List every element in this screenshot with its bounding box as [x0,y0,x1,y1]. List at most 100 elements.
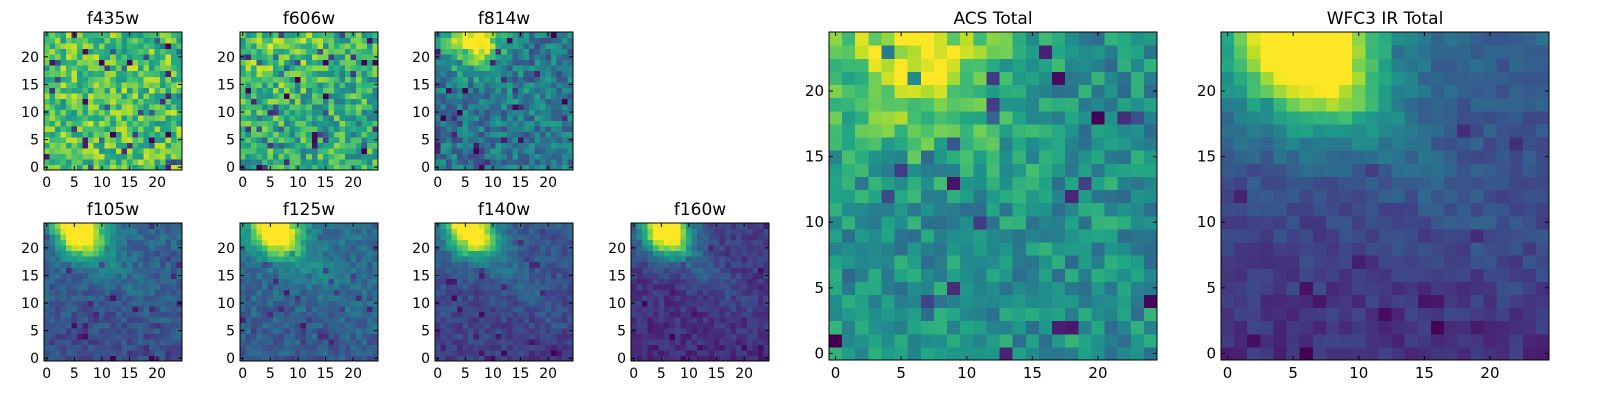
heatmap-cell [999,333,1014,348]
heatmap-cell [66,158,73,166]
heatmap-cell [170,355,178,362]
heatmap-cell [523,239,530,246]
heatmap-cell [686,349,693,357]
x-tick-label: 15 [317,366,335,382]
heatmap-cell [517,43,524,50]
heatmap-cell [143,136,150,143]
heatmap-cell [451,164,458,171]
heatmap-cell [1143,215,1158,230]
heatmap-cell [344,289,351,296]
heatmap-cell [1143,176,1158,191]
heatmap-cell [372,43,379,50]
heatmap-cell [366,125,374,132]
heatmap-cell [741,316,748,323]
heatmap-cell [344,322,351,329]
heatmap-cell [642,250,649,257]
heatmap-cell [295,70,302,77]
heatmap-cell [653,267,660,274]
heatmap-cell [121,261,128,268]
heatmap-cell [110,153,117,160]
heatmap-cell [93,98,100,105]
heatmap-cell [256,316,263,323]
heatmap-cell [523,261,530,268]
heatmap-cell [350,327,357,334]
heatmap-cell [154,322,161,329]
heatmap-cell [278,349,285,357]
heatmap-cell [306,92,313,99]
heatmap-cell [495,136,502,143]
heatmap-cell [947,241,961,256]
heatmap-cell [344,54,351,61]
heatmap-cell [702,316,709,323]
heatmap-cell [561,120,569,127]
heatmap-cell [468,125,475,132]
heatmap-cell [490,294,497,301]
heatmap-cell [278,131,285,138]
heatmap-cell [350,37,357,44]
heatmap-cell [490,278,497,285]
heatmap-cell [523,344,530,351]
heatmap-cell [240,120,247,127]
heatmap-cell [71,70,78,77]
heatmap-cell [278,338,285,346]
y-tick-label: 0 [421,351,430,367]
heatmap-cell [165,109,172,116]
heatmap-cell [328,54,335,61]
heatmap-cell [457,120,464,127]
heatmap-cell [322,147,329,155]
heatmap-cell [240,103,247,110]
heatmap-cell [881,268,896,282]
heatmap-cell [501,48,508,55]
heatmap-cell [686,311,693,318]
heatmap-cell [267,81,274,88]
heatmap-cell [251,267,258,274]
heatmap-cell [333,256,340,263]
heatmap-cell [653,289,660,296]
heatmap-cell [339,239,346,246]
heatmap-cell [440,316,447,323]
heatmap-cell [339,272,346,279]
heatmap-cell [960,320,974,335]
heatmap-cell [240,87,247,94]
heatmap-cell [495,355,502,362]
heatmap-cell [317,300,324,307]
heatmap-cell [658,316,665,323]
heatmap-cell [534,234,541,241]
heatmap-cell [350,114,357,121]
heatmap-cell [435,333,442,340]
heatmap-cell [284,43,291,50]
y-tick-label: 0 [226,351,235,367]
heatmap-cell [355,81,363,88]
heatmap-cell [512,81,519,88]
heatmap-cell [664,327,671,334]
heatmap-cell [512,250,519,257]
heatmap-cell [446,147,453,155]
heatmap-cell [366,294,374,301]
heatmap-cell [137,153,144,160]
heatmap-cell [457,305,464,312]
heatmap-cell [66,120,73,127]
heatmap-cell [702,289,709,296]
heatmap-cell [350,136,357,143]
heatmap-cell [159,305,167,312]
heatmap-cell [251,147,258,155]
heatmap-cell [154,316,161,323]
heatmap-cell [110,147,117,155]
heatmap-cell [653,239,660,246]
heatmap-cell [550,267,558,274]
heatmap-cell [49,131,56,138]
heatmap-cell [545,349,552,357]
heatmap-cell [137,59,144,66]
heatmap-cell [468,54,475,61]
heatmap-cell [534,147,541,155]
heatmap-cell [339,294,346,301]
heatmap-cell [1130,320,1145,335]
heatmap-cell [55,267,62,274]
heatmap-cell [339,228,346,235]
heatmap-cell [746,355,754,362]
heatmap-cell [170,349,178,357]
heatmap-cell [746,250,754,257]
heatmap-cell [446,355,453,362]
